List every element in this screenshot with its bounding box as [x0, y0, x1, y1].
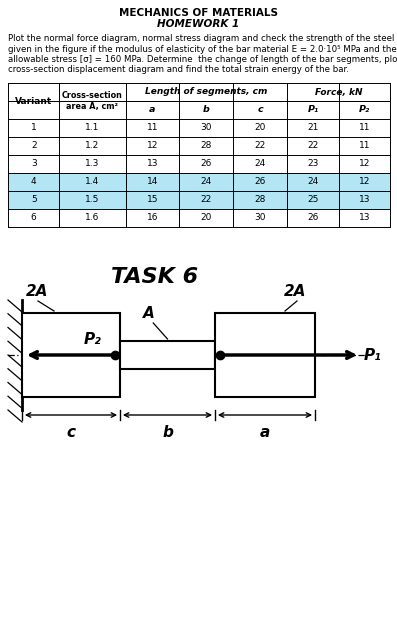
Text: 23: 23	[307, 159, 318, 169]
Text: 16: 16	[147, 214, 158, 222]
Text: 5: 5	[31, 196, 37, 204]
Text: 24: 24	[307, 177, 318, 186]
Text: 28: 28	[200, 141, 212, 151]
Bar	[22, 313, 120, 397]
Text: 1.1: 1.1	[85, 124, 100, 132]
Text: a: a	[260, 425, 270, 440]
Text: b: b	[203, 106, 210, 114]
Text: 22: 22	[307, 141, 318, 151]
Text: 30: 30	[200, 124, 212, 132]
Text: 13: 13	[358, 214, 370, 222]
Text: 26: 26	[307, 214, 318, 222]
Text: 4: 4	[31, 177, 37, 186]
Text: P₁: P₁	[307, 106, 318, 114]
Text: 21: 21	[307, 124, 318, 132]
Text: P₂: P₂	[359, 106, 370, 114]
Text: Force, kN: Force, kN	[315, 88, 362, 96]
Text: cross-section displacement diagram and find the total strain energy of the bar.: cross-section displacement diagram and f…	[8, 66, 349, 74]
Text: P₂: P₂	[84, 332, 102, 347]
Text: A: A	[143, 306, 154, 321]
Text: 12: 12	[147, 141, 158, 151]
Text: 2A: 2A	[26, 284, 48, 299]
Text: 14: 14	[147, 177, 158, 186]
Text: 12: 12	[358, 159, 370, 169]
Text: Plot the normal force diagram, normal stress diagram and check the strength of t: Plot the normal force diagram, normal st…	[8, 34, 397, 43]
Text: 20: 20	[200, 214, 212, 222]
Text: Cross-section
area A, cm²: Cross-section area A, cm²	[62, 91, 123, 111]
Text: 1.3: 1.3	[85, 159, 100, 169]
Text: TASK 6: TASK 6	[112, 267, 198, 287]
Text: 13: 13	[147, 159, 158, 169]
Text: 1.4: 1.4	[85, 177, 100, 186]
Text: c: c	[257, 106, 263, 114]
Text: 20: 20	[254, 124, 266, 132]
Text: 3: 3	[31, 159, 37, 169]
Text: 12: 12	[358, 177, 370, 186]
Text: 2: 2	[31, 141, 37, 151]
Text: 22: 22	[254, 141, 266, 151]
Text: MECHANICS OF MATERIALS: MECHANICS OF MATERIALS	[119, 8, 278, 18]
Text: P₁: P₁	[364, 348, 382, 362]
Text: 24: 24	[201, 177, 212, 186]
Text: given in the figure if the modulus of elasticity of the bar material E = 2.0·10⁵: given in the figure if the modulus of el…	[8, 44, 397, 54]
Text: 22: 22	[201, 196, 212, 204]
Text: Variant: Variant	[15, 96, 52, 106]
Text: 1.5: 1.5	[85, 196, 100, 204]
Text: 28: 28	[254, 196, 266, 204]
Bar	[120, 341, 215, 369]
Text: allowable stress [σ] = 160 MPa. Determine  the change of length of the bar segme: allowable stress [σ] = 160 MPa. Determin…	[8, 55, 397, 64]
Text: b: b	[162, 425, 173, 440]
Text: 2A: 2A	[284, 284, 306, 299]
Text: c: c	[67, 425, 75, 440]
Text: 11: 11	[358, 124, 370, 132]
Text: 6: 6	[31, 214, 37, 222]
Text: 1: 1	[31, 124, 37, 132]
Text: 26: 26	[254, 177, 266, 186]
Text: 13: 13	[358, 196, 370, 204]
Text: a: a	[149, 106, 156, 114]
Text: 1.6: 1.6	[85, 214, 100, 222]
Text: 1.2: 1.2	[85, 141, 100, 151]
Text: 25: 25	[307, 196, 318, 204]
Text: 24: 24	[254, 159, 266, 169]
Text: HOMEWORK 1: HOMEWORK 1	[157, 19, 240, 29]
Bar	[8, 173, 390, 191]
Bar	[215, 313, 315, 397]
Text: Length of segments, cm: Length of segments, cm	[145, 88, 268, 96]
Text: 26: 26	[200, 159, 212, 169]
Text: 30: 30	[254, 214, 266, 222]
Text: 11: 11	[358, 141, 370, 151]
Text: 15: 15	[147, 196, 158, 204]
Text: 11: 11	[147, 124, 158, 132]
Bar	[8, 191, 390, 209]
